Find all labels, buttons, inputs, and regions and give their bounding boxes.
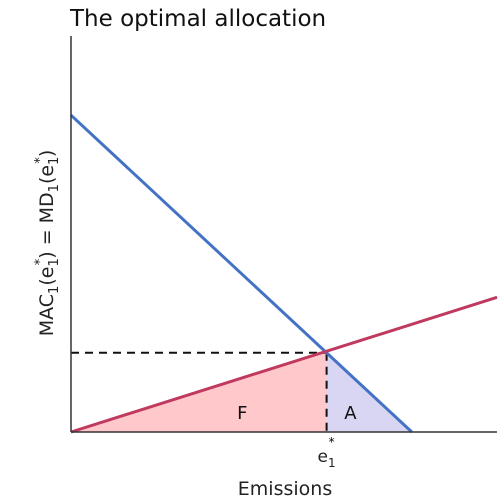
x-tick-sub: 1 [328, 456, 336, 470]
y-label-arg1-close: ) [36, 251, 58, 258]
y-label-arg2-close: ) [36, 150, 58, 157]
region-label-f: F [237, 403, 247, 424]
y-label-arg2: (e [36, 165, 58, 184]
y-label-arg1-sup: * [33, 258, 48, 265]
y-label-mac: MAC [36, 294, 58, 336]
region-label-a: A [344, 403, 357, 424]
series-line-md [70, 295, 498, 434]
y-label-mac-sub: 1 [47, 286, 62, 294]
x-axis-label: Emissions [238, 478, 332, 500]
y-label-equals: = [36, 223, 58, 251]
y-label-arg1-sub: 1 [47, 258, 62, 266]
y-label-md-sub: 1 [47, 184, 62, 192]
y-label-arg2-sub: 1 [47, 157, 62, 165]
y-label-arg2-sup: * [33, 157, 48, 164]
x-tick-sup: * [329, 435, 335, 449]
y-label-arg1: (e [36, 267, 58, 286]
y-axis-label: MAC1(e1*) = MD1(e1*) [33, 150, 62, 337]
chart-title: The optimal allocation [69, 6, 326, 32]
series-line-mac [69, 114, 413, 434]
x-tick-base: e [318, 447, 328, 467]
y-label-md: MD [36, 192, 58, 223]
x-tick-label-e1-star: e1 [318, 447, 336, 470]
